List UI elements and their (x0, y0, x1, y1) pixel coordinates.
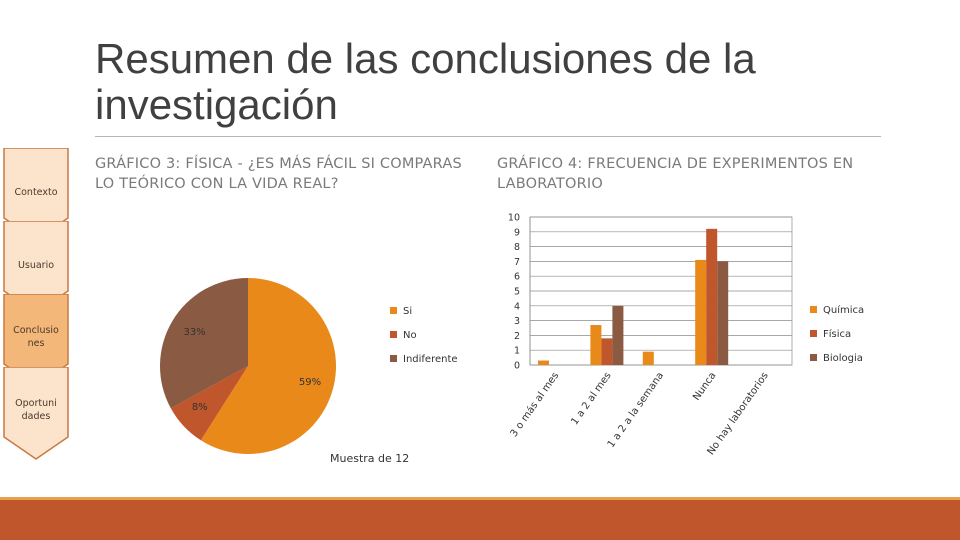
pie-slice-si (200, 278, 337, 454)
bar-química (538, 360, 549, 365)
legend-swatch (390, 330, 397, 338)
y-tick-label: 2 (514, 331, 520, 342)
pie-legend-item: Indiferente (390, 353, 458, 367)
bar-física (706, 228, 718, 365)
footer-accent-line (0, 497, 960, 500)
y-tick-label: 3 (514, 316, 520, 327)
nav-item-4[interactable]: Oportuni dades (0, 367, 72, 463)
bar-biologia (612, 305, 624, 365)
x-tick-label: 1 a 2 a la semana (606, 370, 666, 450)
pie-legend-item: Si (390, 305, 412, 319)
legend-label: Biologia (823, 353, 863, 364)
legend-swatch (810, 329, 817, 337)
nav-label: Conclusio nes (13, 325, 59, 349)
pie-slice-indiferente (160, 278, 248, 409)
y-tick-label: 9 (514, 227, 520, 238)
y-tick-label: 10 (508, 213, 520, 224)
legend-swatch (390, 306, 397, 314)
bar-chart: 0 1 2 3 4 5 6 7 8 9 10 3 o más al mes 1 a 2 al mes1 … (508, 213, 793, 457)
y-tick-label: 8 (514, 242, 520, 253)
bar-física (601, 338, 613, 365)
x-tick-label: 3 o más al mes (508, 370, 562, 439)
nav-label: Contexto (14, 187, 58, 198)
pie-chart (160, 278, 337, 454)
chart3-heading: GRÁFICO 3: FÍSICA - ¿ES MÁS FÁCIL SI COM… (95, 156, 462, 192)
legend-swatch (810, 353, 817, 361)
bar-química (642, 351, 654, 365)
legend-label: No (403, 330, 417, 341)
y-tick-label: 6 (514, 272, 520, 283)
legend-label: Indiferente (403, 354, 458, 365)
pie-legend-item: No (390, 329, 417, 343)
bar-legend-item: Biologia (810, 352, 863, 366)
y-tick-label: 1 (514, 346, 520, 357)
bar-legend-item: Física (810, 328, 851, 342)
pie-data-label: 33% (183, 326, 206, 338)
x-tick-label: No hay laboratorios (706, 370, 771, 457)
y-tick-label: 4 (514, 301, 520, 312)
title-divider (95, 136, 881, 137)
pie-data-label: 59% (298, 376, 322, 388)
x-tick-label: Nunca (691, 370, 718, 402)
chart4-heading: GRÁFICO 4: FRECUENCIA DE EXPERIMENTOS EN… (497, 156, 854, 192)
y-tick-label: 7 (514, 257, 520, 268)
y-tick-label: 0 (514, 361, 520, 372)
y-tick-label: 5 (514, 287, 520, 298)
footer-bar (0, 500, 960, 540)
nav-label: Oportuni dades (15, 398, 57, 422)
legend-swatch (810, 305, 817, 313)
legend-label: Si (403, 306, 413, 317)
slide-title: Resumen de las conclusiones de la invest… (95, 35, 756, 128)
bar-química (695, 259, 707, 365)
x-tick-label: 1 a 2 al mes (569, 370, 613, 427)
pie-slice-no (170, 366, 248, 441)
sample-note: Muestra de 12 (330, 452, 410, 465)
legend-label: Química (823, 305, 865, 316)
bar-química (590, 325, 602, 365)
pie-data-label: 8% (191, 402, 208, 414)
bar-biologia (717, 261, 729, 365)
legend-swatch (390, 354, 397, 362)
legend-label: Física (823, 329, 852, 340)
bar-legend-item: Química (810, 304, 864, 318)
nav-label: Usuario (17, 260, 55, 271)
